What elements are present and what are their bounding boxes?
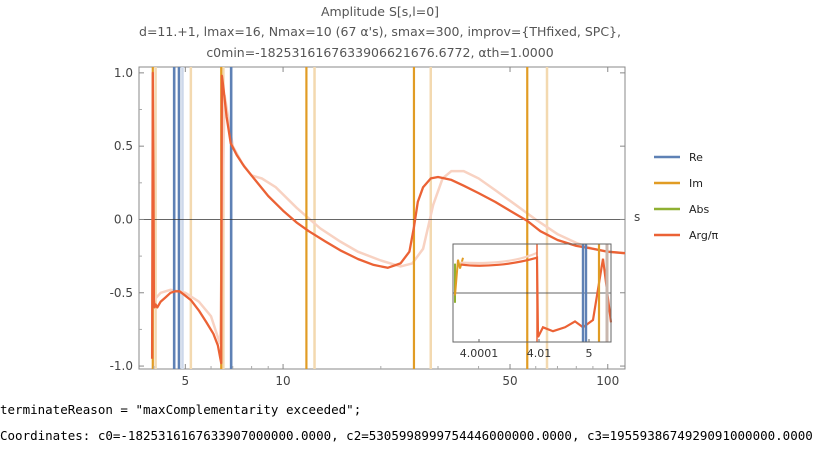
ticks-layer: -1.0 -0.5 0.0 0.5 1.0 5 10 50 100 [110, 66, 625, 388]
arg-series-line [150, 71, 626, 365]
legend-label: Arg/π [689, 229, 719, 242]
x-tick-label: 50 [502, 374, 517, 388]
vertical-lines-layer [151, 67, 529, 369]
x-tick-label: 10 [275, 374, 290, 388]
plot-frame [138, 66, 626, 370]
legend-label: Abs [689, 203, 710, 216]
legend: Re Im Abs Arg/π [654, 151, 719, 242]
inset-arg-faint [460, 251, 538, 265]
inset-arg-line [460, 256, 613, 338]
legend-label: Re [689, 151, 703, 164]
inset-x-tick-label: 4.01 [527, 347, 552, 360]
coordinates-line: Coordinates: c0=-1825316167633907000000.… [0, 428, 813, 443]
y-tick-label: -1.0 [110, 359, 133, 373]
inset-x-tick-label: 5 [586, 347, 593, 360]
series-layer [150, 71, 626, 365]
x-axis-label: s [634, 210, 640, 224]
terminate-reason-line: terminateReason = "maxComplementarity ex… [0, 402, 362, 417]
chart-title: Amplitude S[s,l=0] [320, 4, 440, 19]
inset-frame [452, 243, 612, 343]
chart-subtitle-params: d=11.+1, lmax=16, Nmax=10 (67 α's), smax… [139, 24, 621, 39]
legend-label: Im [689, 177, 703, 190]
inset-x-tick-label: 4.0001 [460, 347, 499, 360]
inset-plot: 4.0001 4.01 5 [452, 243, 613, 360]
x-tick-label: 100 [596, 374, 619, 388]
y-tick-label: 0.5 [114, 139, 133, 153]
faint-lines-layer [152, 67, 626, 369]
y-tick-label: -0.5 [110, 286, 133, 300]
arg-faint-series-line [152, 94, 626, 345]
chart: -1.0-0.50.00.51.05 10 50 100 s 4.0001 4.01 5 … [110, 66, 719, 388]
y-tick-label: 1.0 [114, 66, 133, 80]
x-tick-label: 5 [182, 374, 190, 388]
y-tick-label: 0.0 [114, 212, 133, 226]
chart-subtitle-c0: c0min=-1825316167633906621676.6772, αth=… [206, 45, 554, 60]
